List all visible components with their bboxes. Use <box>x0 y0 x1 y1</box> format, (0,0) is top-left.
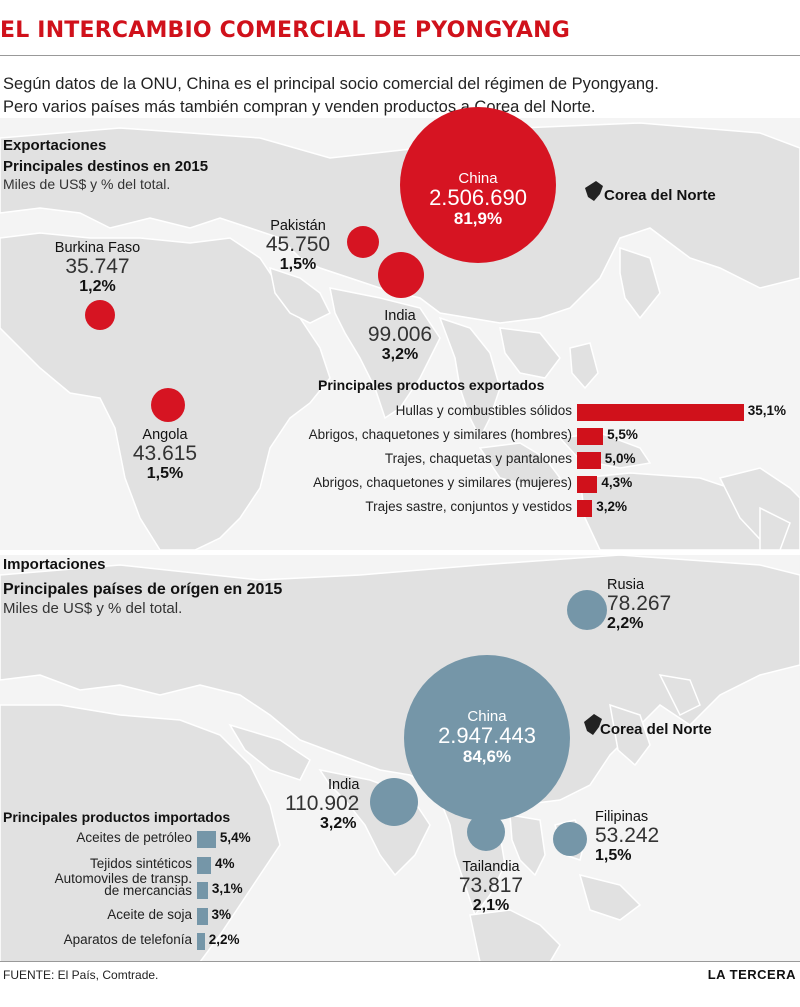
export-product-value-label: 5,0% <box>604 451 636 466</box>
intro-line-1: Según datos de la ONU, China es el princ… <box>3 75 659 93</box>
exports-subtitle: Principales destinos en 2015 <box>3 158 209 175</box>
export-product-bar <box>577 500 593 517</box>
bubble-import-india <box>370 778 418 826</box>
label-north-korea-exports: Corea del Norte <box>604 187 716 204</box>
import-product-value-label: 4% <box>215 855 235 871</box>
north-korea-shape-imports <box>584 714 602 735</box>
footer-brand: LA TERCERA <box>707 967 796 982</box>
north-korea-shape-exports <box>585 181 603 201</box>
bubble-import-russia <box>567 590 607 630</box>
import-product-category-label: Aparatos de telefonía <box>63 932 192 947</box>
title-divider <box>0 55 800 56</box>
export-product-bar <box>577 452 601 469</box>
import-product-bar <box>197 831 216 848</box>
exports-world-map <box>0 118 800 550</box>
export-product-category-label: Trajes sastre, conjuntos y vestidos <box>365 499 572 514</box>
label-import-russia: Rusia 78.267 2,2% <box>607 577 672 632</box>
bubble-export-india <box>378 252 424 298</box>
export-product-category-label: Abrigos, chaquetones y similares (mujere… <box>313 475 572 490</box>
imports-units: Miles de US$ y % del total. <box>3 600 183 617</box>
footer-source: FUENTE: El País, Comtrade. <box>3 968 159 982</box>
import-product-value-label: 2,2% <box>208 932 240 947</box>
label-import-china: China 2.947.443 84,6% <box>438 708 536 766</box>
import-product-category-label: Aceite de soja <box>107 906 192 922</box>
export-product-bar <box>577 428 604 445</box>
import-product-bar <box>197 933 205 950</box>
import-product-bar <box>197 882 208 899</box>
exports-bubble-layer <box>85 107 603 422</box>
label-import-philippines: Filipinas 53.242 1,5% <box>595 809 660 864</box>
label-export-angola: Angola 43.615 1,5% <box>132 427 198 482</box>
import-product-category-label: Automoviles de transp. de mercancias <box>54 871 192 898</box>
label-export-india: India 99.006 3,2% <box>367 308 433 363</box>
imports-subtitle: Principales países de orígen en 2015 <box>3 581 283 598</box>
import-product-bar <box>197 856 211 874</box>
label-north-korea-imports: Corea del Norte <box>600 721 712 738</box>
export-product-category-label: Trajes, chaquetas y pantalones <box>384 451 572 466</box>
exports-units: Miles de US$ y % del total. <box>3 176 171 192</box>
intro-line-2: Pero varios países más también compran y… <box>3 98 596 116</box>
import-product-value-label: 3,1% <box>211 881 243 896</box>
export-product-value-label: 4,3% <box>601 475 633 490</box>
label-import-thailand: Tailandia 73.817 2,1% <box>458 859 524 914</box>
export-product-bar <box>577 476 598 493</box>
imports-section-label: Importaciones <box>3 556 106 573</box>
export-product-category-label: Hullas y combustibles sólidos <box>395 403 572 418</box>
import-product-bar <box>197 907 208 925</box>
bubble-import-thailand <box>467 813 505 851</box>
export-product-value-label: 5,5% <box>607 427 638 442</box>
export-product-bar <box>577 404 744 421</box>
bubble-import-china <box>404 655 570 821</box>
import-product-value-label: 5,4% <box>219 830 251 845</box>
footer-divider <box>0 961 800 962</box>
exports-section-label: Exportaciones <box>3 137 107 154</box>
export-product-value-label: 3,2% <box>596 499 627 514</box>
label-export-china: China 2.506.690 81,9% <box>429 170 527 228</box>
imports-world-map <box>0 555 800 962</box>
label-export-pakistan: Pakistán 45.750 1,5% <box>265 218 331 273</box>
label-import-india: India 110.902 3,2% <box>285 777 360 832</box>
import-product-category-label: Aceites de petróleo <box>76 830 192 845</box>
export-product-value-label: 35,1% <box>747 403 786 418</box>
import-product-category-label: Tejidos sintéticos <box>89 855 192 871</box>
bubble-import-philippines <box>553 822 587 856</box>
bubble-export-angola <box>151 388 185 422</box>
export-product-category-label: Abrigos, chaquetones y similares (hombre… <box>308 427 572 442</box>
bubble-export-pakistan <box>347 226 379 258</box>
import-product-value-label: 3% <box>211 906 232 922</box>
label-export-burkina-faso: Burkina Faso 35.747 1,2% <box>54 240 141 295</box>
export-products-title: Principales productos exportados <box>318 377 545 393</box>
bubble-export-china <box>400 107 556 263</box>
bubble-export-burkina-faso <box>85 300 115 330</box>
import-products-title: Principales productos importados <box>3 809 231 825</box>
page-title: EL INTERCAMBIO COMERCIAL DE PYONGYANG <box>0 18 571 43</box>
